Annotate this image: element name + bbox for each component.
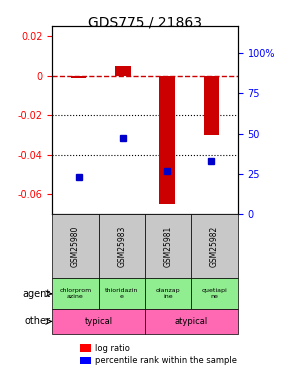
FancyBboxPatch shape: [52, 309, 145, 334]
FancyBboxPatch shape: [145, 214, 191, 278]
Text: GSM25983: GSM25983: [117, 225, 126, 267]
Bar: [80, 345, 91, 352]
Text: atypical: atypical: [175, 317, 208, 326]
Text: other: other: [24, 316, 50, 326]
Text: log ratio: log ratio: [95, 344, 130, 353]
Bar: [115, 66, 130, 76]
Text: percentile rank within the sample: percentile rank within the sample: [95, 356, 237, 365]
FancyBboxPatch shape: [191, 278, 238, 309]
FancyBboxPatch shape: [99, 214, 145, 278]
Text: chlorprom
azine: chlorprom azine: [59, 288, 92, 299]
Bar: [160, 76, 175, 204]
Text: agent: agent: [22, 289, 50, 299]
Bar: [204, 76, 219, 135]
FancyBboxPatch shape: [145, 309, 238, 334]
Text: GDS775 / 21863: GDS775 / 21863: [88, 15, 202, 29]
FancyBboxPatch shape: [52, 214, 99, 278]
Text: GSM25982: GSM25982: [210, 225, 219, 267]
FancyBboxPatch shape: [52, 278, 99, 309]
Text: GSM25980: GSM25980: [71, 225, 80, 267]
Text: thioridazin
e: thioridazin e: [105, 288, 139, 299]
Bar: [80, 357, 91, 364]
FancyBboxPatch shape: [191, 214, 238, 278]
FancyBboxPatch shape: [99, 278, 145, 309]
FancyBboxPatch shape: [145, 278, 191, 309]
Text: olanzap
ine: olanzap ine: [156, 288, 180, 299]
Text: GSM25981: GSM25981: [164, 225, 173, 267]
Text: typical: typical: [85, 317, 113, 326]
Bar: [71, 76, 86, 78]
Text: quetiapi
ne: quetiapi ne: [202, 288, 227, 299]
